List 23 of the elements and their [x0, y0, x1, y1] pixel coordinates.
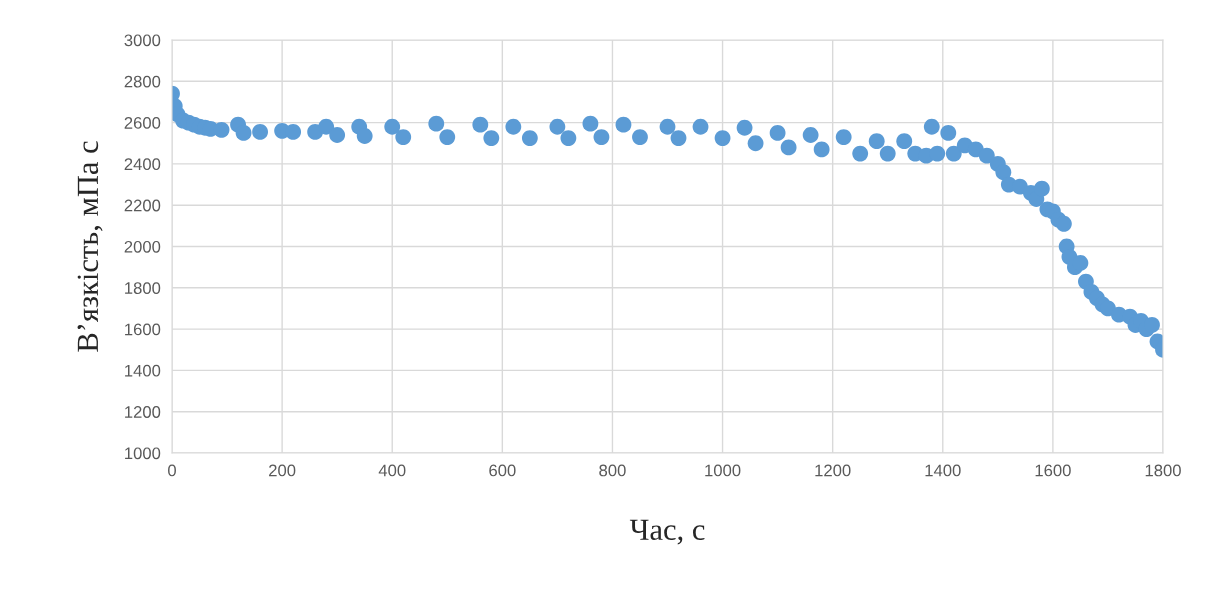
x-tick-label: 1400	[925, 464, 961, 477]
x-tick-label: 400	[378, 464, 406, 477]
x-tick-label: 600	[489, 464, 516, 477]
y-tick-label: 3000	[124, 34, 161, 47]
y-tick-label: 1200	[125, 406, 161, 418]
x-tick-label: 200	[269, 464, 296, 477]
x-tick-label: 1800	[1145, 464, 1181, 477]
y-tick-label: 1400	[125, 364, 161, 377]
y-tick-label: 2800	[124, 75, 161, 88]
x-tick-label: 1200	[815, 464, 851, 477]
x-tick-label: 0	[168, 464, 176, 477]
x-axis-title: Час, с	[629, 519, 705, 545]
y-axis-title: В’язкість, мПа с	[77, 141, 103, 352]
y-tick-label: 2200	[124, 199, 161, 212]
y-tick-label: 2000	[124, 240, 161, 253]
y-tick-label: 1600	[125, 323, 161, 336]
x-tick-label: 800	[599, 464, 626, 477]
y-tick-label: 1800	[125, 282, 161, 294]
x-tick-label: 1000	[705, 464, 741, 477]
y-tick-label: 2400	[124, 158, 161, 171]
y-tick-label: 2600	[124, 117, 161, 129]
y-tick-label: 1000	[125, 447, 161, 460]
x-tick-label: 1600	[1035, 464, 1071, 477]
